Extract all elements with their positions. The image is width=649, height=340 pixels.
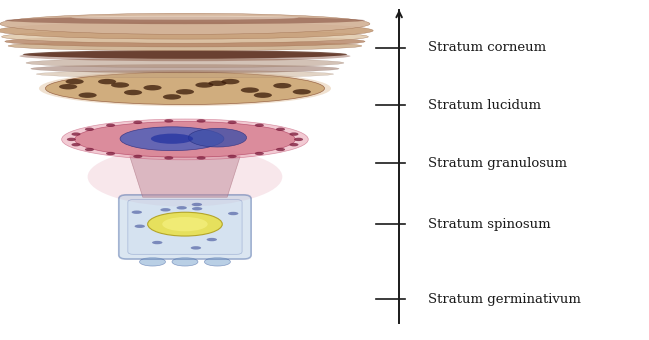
Ellipse shape xyxy=(206,238,217,241)
Ellipse shape xyxy=(163,94,181,100)
Ellipse shape xyxy=(289,133,299,136)
Ellipse shape xyxy=(289,143,299,146)
Ellipse shape xyxy=(8,41,362,51)
Ellipse shape xyxy=(134,224,145,228)
Ellipse shape xyxy=(98,79,116,84)
Ellipse shape xyxy=(254,92,272,98)
Ellipse shape xyxy=(273,83,291,88)
Ellipse shape xyxy=(276,148,285,151)
Ellipse shape xyxy=(111,82,129,88)
Ellipse shape xyxy=(31,65,339,73)
Ellipse shape xyxy=(293,89,311,95)
Ellipse shape xyxy=(191,246,201,250)
Ellipse shape xyxy=(45,72,324,105)
Ellipse shape xyxy=(5,36,365,47)
Ellipse shape xyxy=(106,152,115,155)
Text: Stratum spinosum: Stratum spinosum xyxy=(428,218,551,231)
Ellipse shape xyxy=(228,155,237,158)
Ellipse shape xyxy=(276,128,285,131)
Ellipse shape xyxy=(59,84,77,89)
Ellipse shape xyxy=(221,79,239,84)
Ellipse shape xyxy=(255,152,264,155)
Ellipse shape xyxy=(228,212,238,215)
Ellipse shape xyxy=(151,134,193,144)
Ellipse shape xyxy=(177,206,187,209)
Ellipse shape xyxy=(133,121,142,124)
Ellipse shape xyxy=(0,13,370,34)
Ellipse shape xyxy=(71,143,80,146)
Ellipse shape xyxy=(85,128,94,131)
Ellipse shape xyxy=(23,50,347,59)
Ellipse shape xyxy=(120,127,224,151)
Ellipse shape xyxy=(192,207,202,210)
Text: Stratum corneum: Stratum corneum xyxy=(428,41,546,54)
Ellipse shape xyxy=(160,208,171,211)
Ellipse shape xyxy=(2,30,368,43)
Ellipse shape xyxy=(62,119,308,160)
Ellipse shape xyxy=(152,241,162,244)
Ellipse shape xyxy=(143,85,162,90)
Ellipse shape xyxy=(66,79,84,84)
Ellipse shape xyxy=(71,133,80,136)
Ellipse shape xyxy=(204,258,230,266)
Ellipse shape xyxy=(140,258,165,266)
Ellipse shape xyxy=(85,148,94,151)
Ellipse shape xyxy=(294,138,303,141)
Ellipse shape xyxy=(195,82,214,88)
Ellipse shape xyxy=(208,81,227,86)
Ellipse shape xyxy=(79,92,97,98)
Ellipse shape xyxy=(191,203,202,206)
Ellipse shape xyxy=(197,156,206,159)
Ellipse shape xyxy=(241,87,259,93)
Ellipse shape xyxy=(162,217,208,231)
Ellipse shape xyxy=(255,123,264,127)
Ellipse shape xyxy=(164,156,173,159)
Ellipse shape xyxy=(106,123,115,127)
Text: Stratum lucidum: Stratum lucidum xyxy=(428,99,541,112)
Ellipse shape xyxy=(188,129,247,147)
FancyBboxPatch shape xyxy=(128,200,242,254)
Ellipse shape xyxy=(88,147,282,207)
Ellipse shape xyxy=(176,89,194,95)
Ellipse shape xyxy=(147,212,222,236)
Ellipse shape xyxy=(172,258,198,266)
Ellipse shape xyxy=(71,16,299,20)
FancyBboxPatch shape xyxy=(119,195,251,259)
Ellipse shape xyxy=(0,22,373,39)
Ellipse shape xyxy=(67,138,76,141)
Text: Stratum germinativum: Stratum germinativum xyxy=(428,293,582,306)
Ellipse shape xyxy=(133,155,142,158)
Text: Stratum granulosum: Stratum granulosum xyxy=(428,157,567,170)
Polygon shape xyxy=(130,156,240,197)
Ellipse shape xyxy=(26,58,344,68)
Ellipse shape xyxy=(36,70,334,78)
Ellipse shape xyxy=(228,121,237,124)
Ellipse shape xyxy=(75,121,295,157)
Ellipse shape xyxy=(164,119,173,123)
Ellipse shape xyxy=(132,210,142,214)
Ellipse shape xyxy=(124,90,142,95)
Ellipse shape xyxy=(5,17,365,24)
Ellipse shape xyxy=(19,51,350,61)
Ellipse shape xyxy=(39,70,331,106)
Ellipse shape xyxy=(197,119,206,123)
